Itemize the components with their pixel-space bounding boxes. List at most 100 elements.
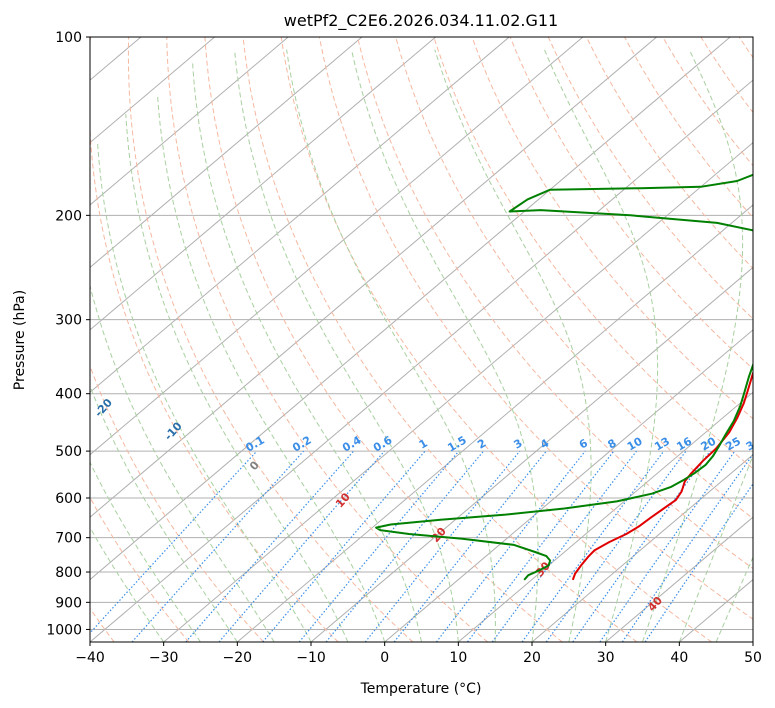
dry-adiabat-line xyxy=(90,37,339,642)
moist-adiabat-line xyxy=(125,114,349,642)
dry-adiabat-line xyxy=(166,37,488,642)
sounding-series xyxy=(375,173,753,581)
moist-adiabat-line xyxy=(90,526,165,642)
isotherm-line xyxy=(163,141,753,642)
x-axis: −40 −30 −20 −10 0 10 20 30 40 50 xyxy=(75,642,762,666)
mixing-ratio-line xyxy=(572,450,711,642)
mixing-ratio-line xyxy=(491,450,637,642)
isotherm-line xyxy=(90,37,436,331)
x-tick-label: 0 xyxy=(380,650,389,666)
dry-adiabat-line xyxy=(242,37,638,642)
y-axis-label: Pressure (hPa) xyxy=(12,290,28,390)
x-tick-label: 30 xyxy=(597,650,615,666)
mixing-ratio-label: 6 xyxy=(577,436,590,451)
mixing-ratio-line xyxy=(545,450,687,642)
x-tick-label: 40 xyxy=(670,650,688,666)
y-tick-label: 900 xyxy=(55,595,82,611)
moist-adiabat-line xyxy=(90,461,201,642)
y-tick-label: 700 xyxy=(55,531,82,547)
mixing-ratio-line xyxy=(262,450,426,642)
dry-adiabats xyxy=(90,37,753,642)
isotherm-line xyxy=(90,37,289,206)
mixing-ratio-line xyxy=(621,453,753,642)
x-tick-label: −40 xyxy=(75,650,105,666)
x-tick-label: 20 xyxy=(523,650,541,666)
dry-adiabat-line xyxy=(433,37,753,470)
moist-adiabat-line xyxy=(434,49,592,642)
isotherm-grid xyxy=(0,37,753,642)
plot-frame xyxy=(89,36,754,643)
dry-adiabat-line xyxy=(318,37,753,620)
x-tick-label: −20 xyxy=(223,650,253,666)
y-tick-label: 500 xyxy=(55,444,82,460)
plot-area: 0.10.20.40.611.52346810131620253036-100-… xyxy=(0,37,775,642)
dry-adiabat-label: 10 xyxy=(333,490,353,510)
moist-adiabat-line xyxy=(157,94,386,642)
dry-adiabat-line xyxy=(127,37,414,642)
x-tick-label: 10 xyxy=(449,650,467,666)
mixing-ratio-line xyxy=(467,450,615,642)
y-tick-label: 300 xyxy=(55,313,82,329)
x-axis-label: Temperature (°C) xyxy=(360,681,482,697)
moist-adiabat-line xyxy=(678,454,753,642)
dry-adiabat-line xyxy=(90,496,190,642)
isotherm-line xyxy=(236,204,753,642)
y-tick-label: 200 xyxy=(55,208,82,224)
isotherm-line xyxy=(531,454,753,642)
dry-adiabat-line xyxy=(586,37,753,270)
chart-title: wetPf2_C2E6.2026.034.11.02.G11 xyxy=(284,11,558,31)
moist-adiabats xyxy=(90,49,753,642)
isotherm-line xyxy=(90,37,510,393)
isotherm-line xyxy=(678,578,753,642)
isotherm-line xyxy=(90,37,363,269)
mixing-ratio-line xyxy=(90,450,258,634)
mixing-ratio-line xyxy=(599,450,736,642)
moist-adiabat-line xyxy=(543,49,659,642)
isotherm-line xyxy=(90,79,753,642)
mixing-ratio-line xyxy=(393,450,547,642)
isotherm-line xyxy=(384,329,753,642)
y-tick-label: 800 xyxy=(55,565,82,581)
mixing-ratio-line xyxy=(298,450,460,642)
isotherm-line xyxy=(0,37,67,642)
moist-adiabat-line xyxy=(97,141,312,642)
mixing-ratio-lines xyxy=(90,450,753,642)
mixing-ratio-label: 2 xyxy=(475,437,488,452)
mixing-ratio-line xyxy=(521,450,665,642)
isobar-grid xyxy=(90,37,753,630)
dry-adiabat-line xyxy=(395,37,753,520)
moist-adiabat-line xyxy=(286,49,496,642)
y-axis: 100 200 300 400 500 600 700 800 900 1000 xyxy=(46,30,90,638)
dry-adiabat-line xyxy=(738,37,753,59)
isotherm-line xyxy=(752,641,753,642)
dry-adiabat-line xyxy=(547,37,753,320)
mixing-ratio-line xyxy=(435,450,586,642)
dry-adiabat-line xyxy=(280,37,712,642)
temperature-line xyxy=(571,370,753,581)
isotherm-line xyxy=(90,37,215,144)
isotherm-line xyxy=(90,37,657,518)
x-tick-label: −10 xyxy=(296,650,326,666)
isotherm-line xyxy=(310,266,753,642)
mixing-ratio-line xyxy=(218,450,385,642)
y-tick-label: 600 xyxy=(55,491,82,507)
mixing-ratio-line xyxy=(131,450,305,642)
moist-adiabat-line xyxy=(351,49,539,642)
isotherm-line xyxy=(90,37,584,456)
y-tick-label: 1000 xyxy=(46,622,82,638)
y-tick-label: 400 xyxy=(55,387,82,403)
moist-adiabat-line xyxy=(234,49,459,642)
dry-adiabat-line xyxy=(90,364,264,642)
dry-adiabat-line xyxy=(509,37,753,370)
dry-adiabat-line xyxy=(357,37,753,570)
y-tick-label: 100 xyxy=(55,30,82,46)
mixing-ratio-line xyxy=(185,450,355,642)
mixing-ratio-line xyxy=(364,450,521,642)
mixing-ratio-label: 30 xyxy=(744,434,764,453)
x-tick-label: 50 xyxy=(744,650,762,666)
mixing-ratio-label: 8 xyxy=(605,437,618,452)
dry-adiabat-label: 40 xyxy=(645,594,665,614)
moist-adiabat-line xyxy=(715,556,753,642)
dry-adiabat-line xyxy=(204,37,563,642)
mixing-ratio-label: 36 xyxy=(765,434,775,453)
